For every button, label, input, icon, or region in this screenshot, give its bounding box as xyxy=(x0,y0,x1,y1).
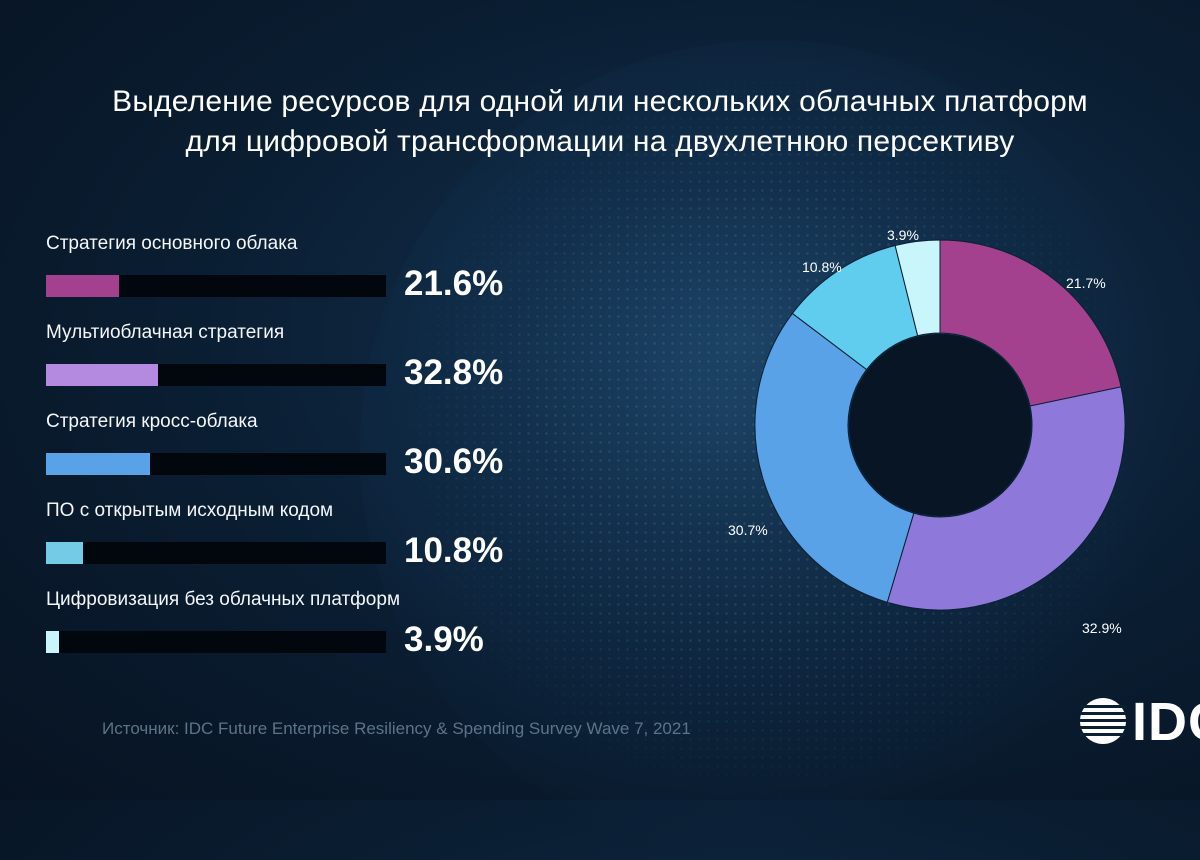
donut-slice xyxy=(894,239,941,337)
bar-value-label: 21.6% xyxy=(404,264,504,303)
idc-logo: IDC xyxy=(1074,692,1200,752)
donut-slice xyxy=(886,386,1126,611)
bar-item: Мультиоблачная стратегия 32.8% xyxy=(46,321,566,410)
donut-data-label: 32.9% xyxy=(1082,620,1122,636)
bar-item: Стратегия кросс-облака 30.6% xyxy=(46,410,566,499)
bar-label: Стратегия кросс-облака xyxy=(46,411,258,432)
bar-item: Цифровизация без облачных платформ 3.9% xyxy=(46,588,566,677)
bar-value-label: 3.9% xyxy=(404,620,484,659)
bar-value-label: 10.8% xyxy=(404,531,504,570)
bar-track xyxy=(46,453,386,475)
bar-item: ПО с открытым исходным кодом 10.8% xyxy=(46,499,566,588)
bar-fill xyxy=(46,631,60,653)
donut-data-label: 3.9% xyxy=(887,227,919,243)
source-note: Источник: IDC Future Enterprise Resilien… xyxy=(102,719,691,738)
bar-label: ПО с открытым исходным кодом xyxy=(46,500,334,521)
bar-fill xyxy=(46,453,151,475)
bar-label: Мультиоблачная стратегия xyxy=(46,322,285,343)
bar-item: Стратегия основного облака 21.6% xyxy=(46,232,566,321)
bar-track xyxy=(46,542,386,564)
donut-data-label: 30.7% xyxy=(728,522,768,538)
bar-label: Цифровизация без облачных платформ xyxy=(46,589,401,610)
bar-label: Стратегия основного облака xyxy=(46,233,298,254)
bar-value-label: 30.6% xyxy=(404,442,504,481)
chart-title-line-2: для цифровой трансформации на двухлетнюю… xyxy=(185,125,1015,158)
donut-data-label: 21.7% xyxy=(1066,275,1106,291)
bar-value-label: 32.8% xyxy=(404,353,504,392)
chart-title: Выделение ресурсов для одной или несколь… xyxy=(0,82,1200,162)
bar-fill xyxy=(46,275,120,297)
donut-chart: 21.7% 32.9% 30.7% 10.8% 3.9% xyxy=(728,227,1126,636)
donut-hole xyxy=(849,334,1031,516)
bar-chart: Стратегия основного облака 21.6% Мультио… xyxy=(46,232,566,677)
chart-title-line-1: Выделение ресурсов для одной или несколь… xyxy=(112,85,1088,118)
donut-data-label: 10.8% xyxy=(802,259,842,275)
bar-track xyxy=(46,631,386,653)
bar-fill xyxy=(46,542,83,564)
bar-fill xyxy=(46,364,158,386)
donut-slice xyxy=(939,239,1122,407)
idc-logo-text: IDC xyxy=(1132,692,1200,752)
idc-logo-icon xyxy=(1080,698,1126,744)
bar-track xyxy=(46,364,386,386)
donut-slice xyxy=(754,312,915,603)
bar-track xyxy=(46,275,386,297)
